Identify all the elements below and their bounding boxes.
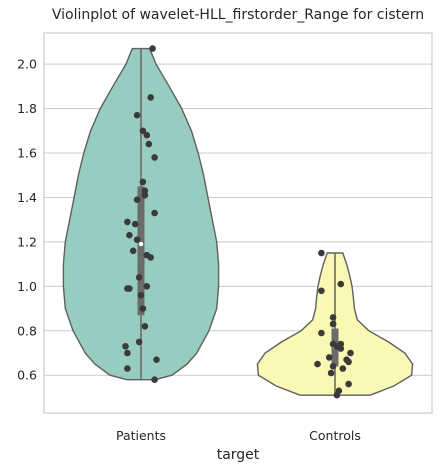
- data-point: [133, 196, 141, 203]
- y-tick-label: 2.0: [17, 57, 37, 72]
- x-axis-ticks: Patients Controls: [116, 428, 361, 443]
- data-point: [337, 280, 345, 288]
- data-point: [151, 209, 158, 217]
- plot-frame: [43, 32, 433, 414]
- violins: [62, 47, 414, 396]
- data-point: [141, 191, 149, 199]
- data-point: [345, 380, 352, 388]
- data-point: [333, 391, 341, 399]
- data-point: [139, 127, 147, 135]
- y-tick-label: 1.2: [17, 234, 37, 249]
- data-point: [129, 247, 137, 255]
- data-point: [124, 218, 131, 226]
- data-point: [318, 287, 325, 295]
- data-point: [122, 343, 129, 350]
- data-point: [151, 376, 158, 384]
- data-points: [122, 45, 354, 399]
- y-tick-label: 0.6: [17, 368, 37, 383]
- data-point: [141, 323, 149, 330]
- data-point: [318, 329, 325, 337]
- data-point: [137, 291, 145, 299]
- data-point: [126, 231, 133, 239]
- iqr-box: [137, 186, 145, 316]
- data-point: [347, 349, 354, 357]
- data-point: [147, 94, 154, 101]
- data-point: [135, 338, 143, 346]
- data-point: [149, 45, 156, 52]
- data-point: [133, 236, 141, 243]
- data-point: [124, 365, 131, 372]
- data-point: [314, 360, 321, 368]
- chart-title: Violinplot of wavelet-HLL_firstorder_Ran…: [52, 7, 424, 23]
- data-point: [139, 305, 147, 312]
- y-tick-label: 1.6: [17, 146, 37, 161]
- y-tick-label: 1.0: [17, 279, 37, 294]
- data-point: [124, 349, 131, 357]
- data-point: [139, 178, 147, 186]
- data-point: [147, 254, 154, 261]
- data-point: [329, 363, 337, 370]
- data-point: [124, 285, 131, 292]
- data-point: [153, 356, 160, 364]
- data-point: [131, 220, 139, 228]
- data-point: [151, 154, 158, 161]
- data-point: [143, 131, 151, 139]
- y-axis-ticks: 0.6 0.8 1.0 1.2 1.4 1.6 1.8 2.0: [17, 57, 37, 383]
- data-point: [327, 369, 335, 377]
- data-point: [345, 358, 352, 366]
- median-marker: [138, 241, 144, 247]
- data-point: [329, 320, 337, 328]
- data-point: [337, 345, 345, 352]
- data-point: [329, 314, 337, 321]
- data-point: [145, 140, 153, 148]
- data-point: [135, 274, 143, 281]
- x-tick-label: Controls: [309, 428, 361, 443]
- data-point: [133, 111, 141, 119]
- y-tick-label: 1.8: [17, 101, 37, 116]
- data-point: [318, 249, 325, 257]
- data-point: [339, 365, 347, 372]
- data-point: [325, 354, 333, 361]
- data-point: [143, 283, 151, 290]
- y-tick-label: 1.4: [17, 190, 37, 205]
- x-axis-label: target: [217, 447, 260, 463]
- x-tick-label: Patients: [116, 428, 166, 443]
- y-tick-label: 0.8: [17, 323, 37, 338]
